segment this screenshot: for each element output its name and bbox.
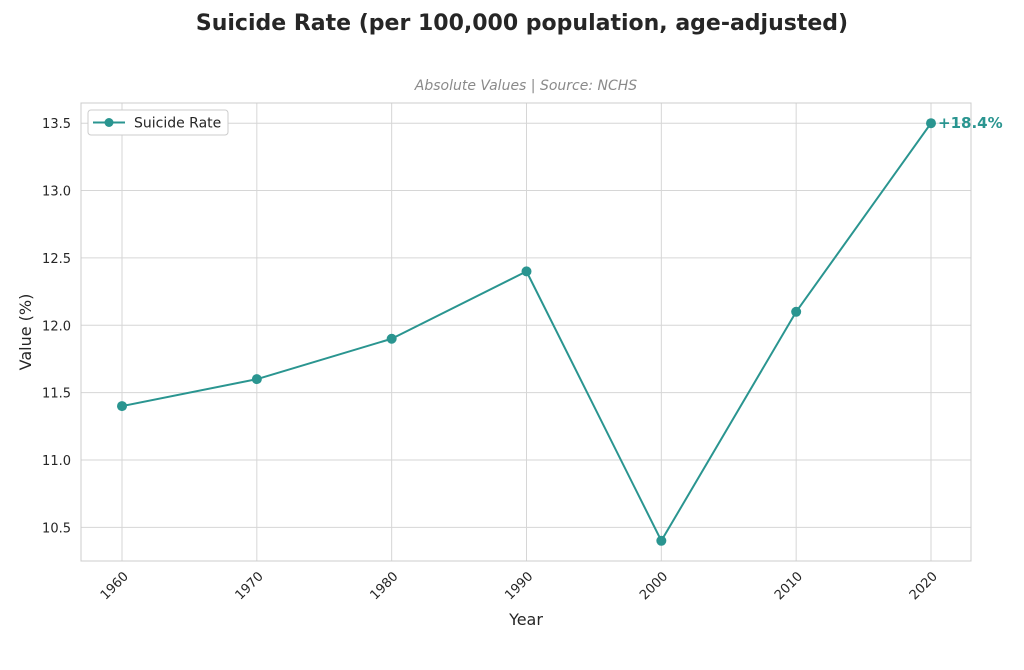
data-point bbox=[521, 266, 532, 277]
grid-lines bbox=[81, 103, 971, 561]
x-tick-label: 2000 bbox=[637, 569, 671, 603]
chart-subtitle: Absolute Values | Source: NCHS bbox=[414, 78, 638, 94]
y-tick-label: 13.5 bbox=[42, 117, 71, 132]
legend-marker-swatch bbox=[104, 118, 114, 127]
data-point bbox=[117, 401, 127, 412]
chart-title: Suicide Rate (per 100,000 population, ag… bbox=[196, 11, 848, 36]
data-point bbox=[926, 118, 936, 129]
y-tick-label: 13.0 bbox=[42, 185, 71, 200]
x-tick-label: 1970 bbox=[233, 569, 267, 603]
legend: Suicide Rate bbox=[87, 109, 229, 136]
legend-label-suicide-rate: Suicide Rate bbox=[134, 116, 221, 132]
plot-frame bbox=[80, 102, 972, 562]
data-point bbox=[656, 535, 667, 546]
y-tick-label: 12.5 bbox=[42, 252, 71, 267]
x-tick-label: 1960 bbox=[98, 569, 132, 603]
x-tick-label: 2020 bbox=[907, 569, 941, 603]
y-tick-label: 10.5 bbox=[42, 521, 71, 536]
series-group bbox=[117, 118, 936, 546]
x-axis-label: Year bbox=[508, 610, 543, 629]
x-tick-label: 2010 bbox=[772, 569, 806, 603]
x-tick-label: 1980 bbox=[367, 569, 401, 603]
x-tick-label: 1990 bbox=[502, 569, 536, 603]
y-tick-label: 11.0 bbox=[42, 454, 71, 469]
y-axis-ticks: 10.5 11.0 11.5 12.0 12.5 13.0 13.5 bbox=[42, 117, 71, 536]
data-point bbox=[386, 333, 397, 344]
y-tick-label: 12.0 bbox=[42, 319, 71, 334]
data-point bbox=[251, 374, 262, 385]
x-axis-ticks: 1960 1970 1980 1990 2000 2010 2020 bbox=[98, 569, 941, 603]
y-axis-label: Value (%) bbox=[16, 294, 35, 371]
y-tick-label: 11.5 bbox=[42, 387, 71, 402]
data-point bbox=[791, 306, 802, 317]
annotation-label: +18.4% bbox=[938, 114, 1003, 132]
legend-box bbox=[87, 109, 229, 136]
